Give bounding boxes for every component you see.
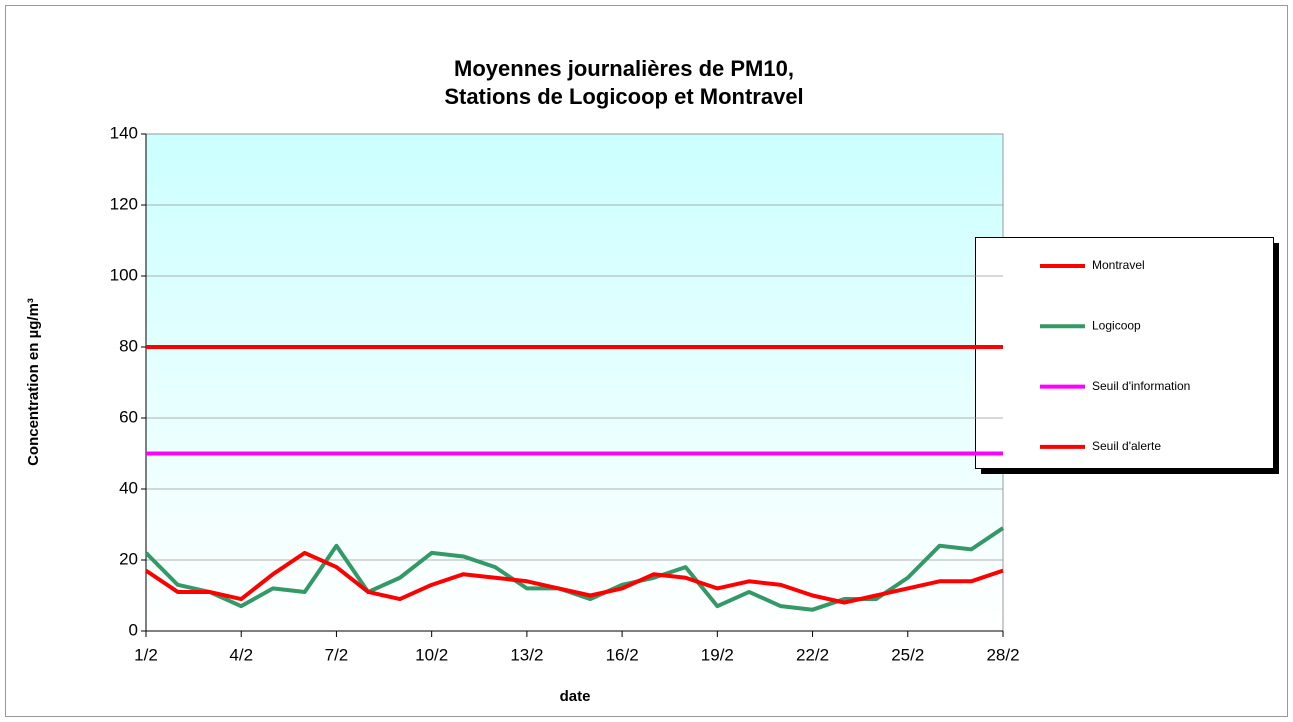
legend-label: Logicoop: [1092, 318, 1141, 332]
legend-label: Seuil d'information: [1092, 379, 1190, 393]
x-tick-label: 7/2: [325, 645, 349, 664]
chart-title: Moyennes journalières de PM10,: [454, 56, 794, 81]
y-tick-label: 0: [129, 620, 138, 639]
y-tick-label: 20: [119, 549, 138, 568]
x-tick-label: 19/2: [701, 645, 734, 664]
y-tick-label: 100: [110, 265, 138, 284]
y-tick-label: 60: [119, 407, 138, 426]
y-axis-label: Concentration en µg/m³: [25, 298, 42, 466]
plot-area: [145, 133, 1004, 632]
y-tick-label: 120: [110, 194, 138, 213]
x-tick-label: 13/2: [510, 645, 543, 664]
y-tick-label: 80: [119, 336, 138, 355]
y-tick-label: 40: [119, 478, 138, 497]
legend-label: Seuil d'alerte: [1092, 439, 1161, 453]
legend-label: Montravel: [1092, 258, 1145, 272]
y-tick-label: 140: [110, 123, 138, 142]
x-tick-label: 10/2: [415, 645, 448, 664]
legend: [975, 237, 1274, 469]
x-axis-label: date: [560, 688, 591, 705]
x-tick-label: 25/2: [891, 645, 924, 664]
series-line: [144, 550, 1004, 605]
x-tick-label: 1/2: [134, 645, 158, 664]
x-tick-label: 16/2: [606, 645, 639, 664]
x-tick-label: 22/2: [796, 645, 829, 664]
chart-title: Stations de Logicoop et Montravel: [444, 84, 803, 109]
x-tick-label: 28/2: [986, 645, 1019, 664]
x-tick-label: 4/2: [229, 645, 253, 664]
